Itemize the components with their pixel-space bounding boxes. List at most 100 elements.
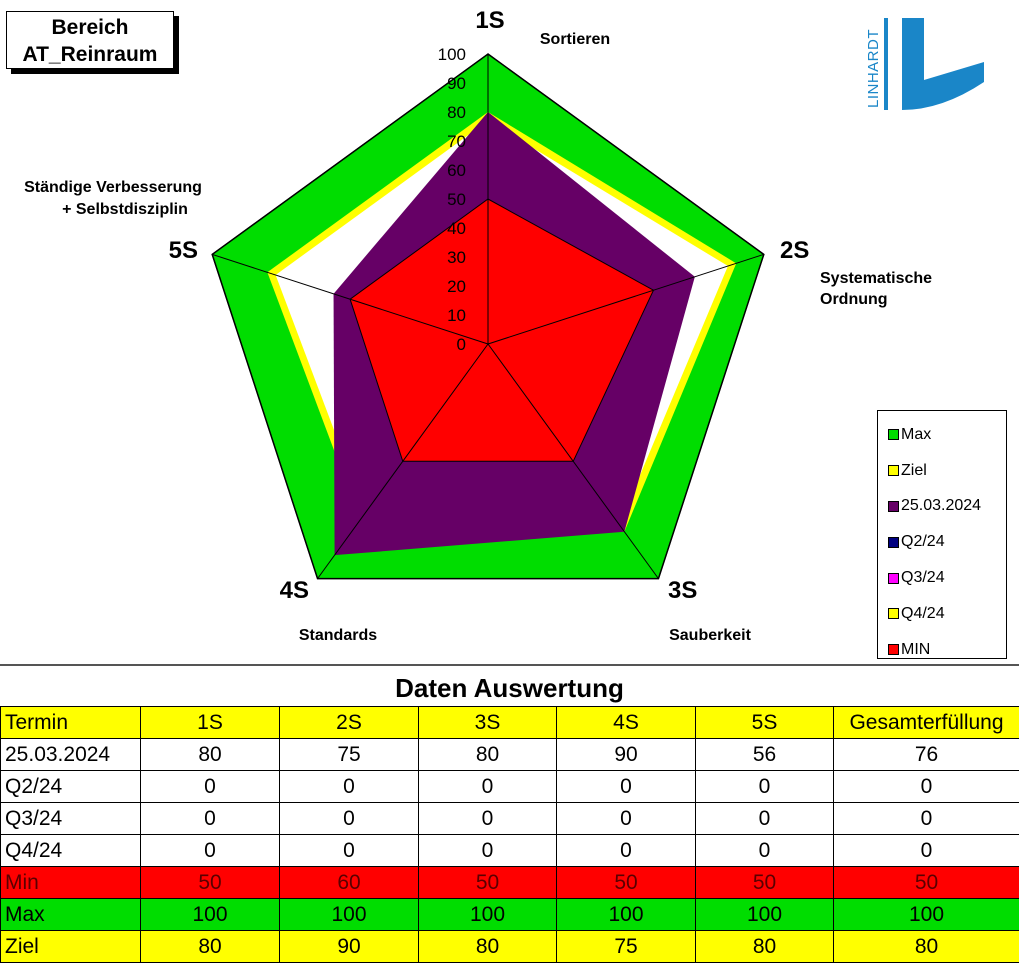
table-cell: 0 [696,771,834,803]
table-cell: 0 [419,771,557,803]
table-cell: 0 [141,771,280,803]
radial-tick-label: 40 [447,219,466,238]
row-label: 25.03.2024 [1,739,141,771]
radial-tick-label: 70 [447,132,466,151]
legend-item: Q2/24 [878,524,1006,560]
legend-swatch [888,501,899,512]
table-cell: 0 [696,835,834,867]
legend-label: Ziel [901,462,927,480]
table-cell: 80 [419,931,557,963]
chart-legend: Max Ziel 25.03.2024 Q2/24 Q3/24 Q4/24 MIN [877,410,1007,659]
table-cell: 60 [280,867,419,899]
table-cell: 0 [280,835,419,867]
legend-item: Max [878,417,1006,453]
row-label: Q4/24 [1,835,141,867]
table-cell: 0 [280,803,419,835]
table-cell: 50 [557,867,696,899]
row-label: Q2/24 [1,771,141,803]
table-cell: 0 [419,835,557,867]
radial-tick-label: 10 [447,306,466,325]
table-cell: 80 [141,739,280,771]
axis-code: 3S [668,577,697,604]
axis-code: 4S [280,577,309,604]
radial-tick-label: 50 [447,190,466,209]
company-logo: LINHARDT [862,18,986,110]
axis-code: 5S [169,237,198,264]
row-label: Max [1,899,141,931]
axis-label: Standards [299,627,377,644]
table-cell: 75 [557,931,696,963]
table-cell: 50 [834,867,1019,899]
table-cell: 0 [696,803,834,835]
axis-label: Sortieren [540,31,610,48]
legend-label: Q3/24 [901,569,945,587]
legend-item: Ziel [878,453,1006,489]
table-cell: 0 [141,835,280,867]
legend-label: 25.03.2024 [901,497,981,515]
legend-item: MIN [878,632,1006,668]
table-cell: 90 [557,739,696,771]
legend-item: Q4/24 [878,596,1006,632]
column-header: 3S [419,707,557,739]
legend-item: 25.03.2024 [878,489,1006,525]
table-cell: 100 [280,899,419,931]
table-cell: 75 [280,739,419,771]
area-label-line1: Bereich [7,14,173,41]
row-label: Q3/24 [1,803,141,835]
radial-tick-label: 20 [447,277,466,296]
table-cell: 0 [419,803,557,835]
table-cell: 0 [834,771,1019,803]
table-cell: 80 [834,931,1019,963]
table-cell: 0 [557,803,696,835]
legend-label: Max [901,426,931,444]
legend-label: Q2/24 [901,533,945,551]
table-cell: 100 [834,899,1019,931]
column-header: 5S [696,707,834,739]
column-header: 1S [141,707,280,739]
column-header: Gesamterfüllung [834,707,1019,739]
radial-tick-label: 60 [447,161,466,180]
radial-tick-label: 90 [447,74,466,93]
area-label-box: Bereich AT_Reinraum [6,11,174,69]
table-cell: 0 [834,803,1019,835]
table-cell: 80 [419,739,557,771]
table-cell: 80 [141,931,280,963]
column-header: 2S [280,707,419,739]
row-label: Min [1,867,141,899]
legend-label: MIN [901,641,930,659]
row-label: Ziel [1,931,141,963]
area-label-line2: AT_Reinraum [7,41,173,68]
table-cell: 50 [141,867,280,899]
column-header: Termin [1,707,141,739]
table-cell: 0 [557,835,696,867]
radial-tick-label: 80 [447,103,466,122]
legend-swatch [888,537,899,548]
table-cell: 50 [419,867,557,899]
radial-tick-label: 100 [438,45,466,64]
table-cell: 100 [141,899,280,931]
table-cell: 0 [141,803,280,835]
axis-code: 2S [780,237,809,264]
legend-label: Q4/24 [901,605,945,623]
legend-swatch [888,644,899,655]
table-cell: 100 [419,899,557,931]
legend-swatch [888,608,899,619]
logo-text: LINHARDT [865,29,882,108]
table-cell: 56 [696,739,834,771]
legend-swatch [888,429,899,440]
axis-code: 1S [475,7,504,34]
legend-swatch [888,465,899,476]
radial-tick-label: 30 [447,248,466,267]
table-title: Daten Auswertung [0,664,1019,706]
table-cell: 100 [557,899,696,931]
axis-label: Ständige Verbesserung+ Selbstdisziplin [24,179,202,218]
